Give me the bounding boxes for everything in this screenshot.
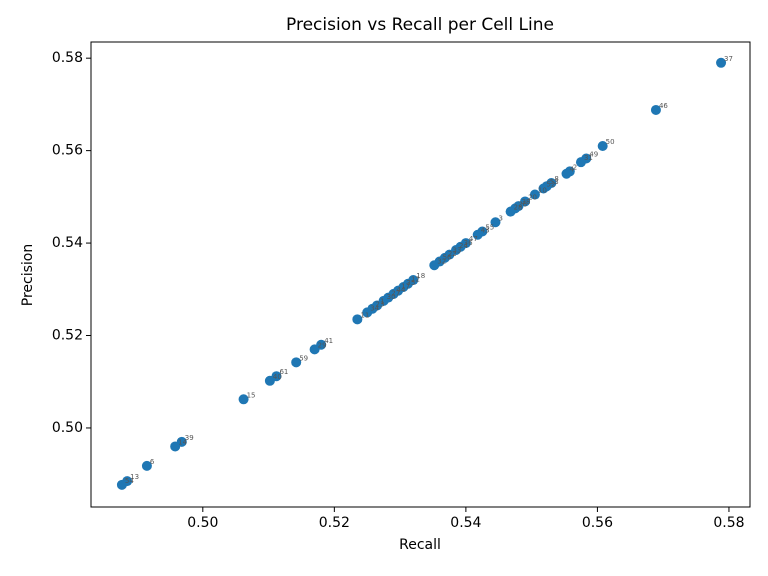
point <box>575 157 586 168</box>
point-label: 43 <box>481 227 490 235</box>
point-label: 55 <box>485 224 494 232</box>
point-label: 17 <box>401 283 410 291</box>
point-label: 11 <box>360 311 369 319</box>
point-label: 23 <box>375 301 384 309</box>
point-label: 6 <box>150 458 155 466</box>
point <box>116 479 127 490</box>
point <box>352 314 363 325</box>
point <box>490 217 501 228</box>
point <box>362 307 373 318</box>
point-label: 52 <box>546 181 555 189</box>
point-label: 18 <box>416 272 425 280</box>
point-label: 30 <box>387 293 396 301</box>
point-label: 39 <box>185 434 194 442</box>
point <box>141 460 152 471</box>
point-label: 2 <box>573 163 577 171</box>
point-label: 56 <box>443 254 452 262</box>
point-label: 13 <box>130 473 139 481</box>
point-label: 33 <box>452 247 461 255</box>
point-label: 34 <box>370 304 379 312</box>
y-tick-label: 0.50 <box>52 420 83 436</box>
point-label: 49 <box>589 150 598 158</box>
point-label: 36 <box>464 239 473 247</box>
point-label: 3 <box>498 214 502 222</box>
x-tick-label: 0.54 <box>450 515 481 531</box>
point-label: 47 <box>469 235 478 243</box>
y-tick-label: 0.58 <box>52 50 83 66</box>
point <box>505 206 516 217</box>
x-axis-label: Recall <box>399 537 441 553</box>
point-label: 53 <box>550 178 559 186</box>
point-label: 28 <box>514 204 523 212</box>
x-tick-label: 0.56 <box>582 515 613 531</box>
x-tick-label: 0.58 <box>713 515 744 531</box>
point-label: 61 <box>279 368 288 376</box>
point-label: 38 <box>521 198 530 206</box>
point-label: 8 <box>554 175 558 183</box>
point <box>309 344 320 355</box>
point-label: 22 <box>448 250 457 258</box>
y-axis-label: Precision <box>20 244 36 306</box>
y-tick-label: 0.56 <box>52 143 83 159</box>
point-label: 29 <box>318 341 327 349</box>
point <box>291 357 302 368</box>
y-tick-label: 0.54 <box>52 235 83 251</box>
point <box>429 260 440 271</box>
point-label: 40 <box>273 373 282 381</box>
chart-title: Precision vs Recall per Cell Line <box>286 15 554 35</box>
plot-frame <box>90 41 751 508</box>
point-label: 20 <box>528 193 537 201</box>
x-tick-label: 0.50 <box>187 515 218 531</box>
point-label: 59 <box>299 354 308 362</box>
point-label: 15 <box>247 391 256 399</box>
point-label: 32 <box>437 257 446 265</box>
point <box>561 168 572 179</box>
point <box>529 189 540 200</box>
point-label: 24 <box>459 242 468 250</box>
point <box>170 441 181 452</box>
point-label: 41 <box>324 337 333 345</box>
point-label: 37 <box>724 55 733 63</box>
point-label: 1 <box>380 297 384 305</box>
x-tick-label: 0.52 <box>319 515 350 531</box>
point-label: 46 <box>659 102 668 110</box>
point-label: 10 <box>538 187 547 195</box>
point <box>716 57 727 68</box>
point <box>264 375 275 386</box>
point <box>538 183 549 194</box>
point-label: 4 <box>570 166 575 174</box>
point <box>472 229 483 240</box>
point-label: 12 <box>411 276 420 284</box>
point-label: 14 <box>178 438 187 446</box>
point-label: 31 <box>584 154 593 162</box>
point <box>650 104 661 115</box>
point-label: 26 <box>518 200 527 208</box>
point-label: 50 <box>606 138 615 146</box>
point-label: 44 <box>397 286 406 294</box>
y-tick-label: 0.52 <box>52 328 83 344</box>
point-label: 27 <box>391 290 400 298</box>
point-label: 54 <box>125 477 134 485</box>
point <box>597 141 608 152</box>
point <box>238 394 249 405</box>
point-label: 35 <box>406 279 415 287</box>
